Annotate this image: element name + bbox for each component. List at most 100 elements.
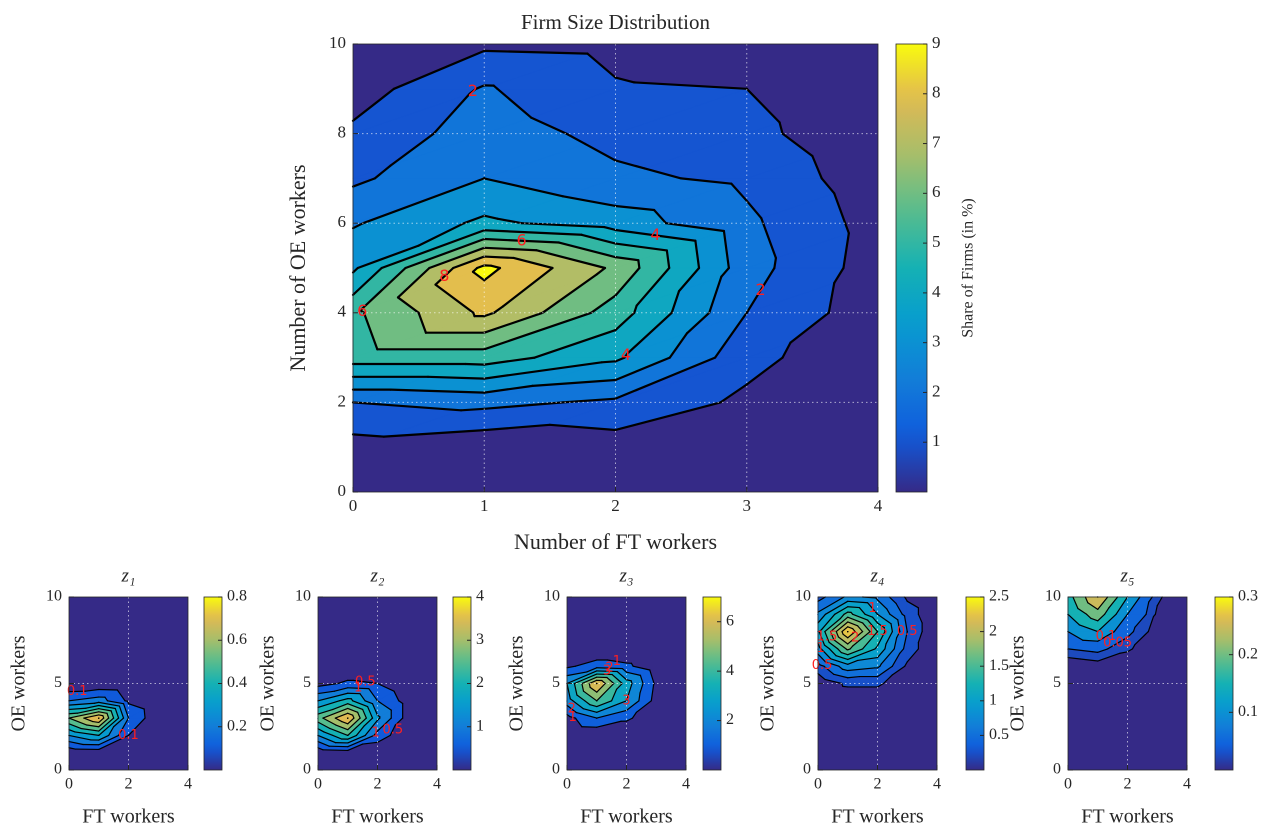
contour-line — [359, 266, 407, 312]
y-tick-label: 10 — [295, 588, 311, 605]
y-tick-label: 5 — [552, 674, 560, 691]
contour-line — [373, 730, 379, 737]
x-tick-label: 1 — [480, 496, 489, 515]
contour-line — [566, 671, 588, 677]
contour-line — [347, 734, 366, 744]
contour-line — [827, 281, 836, 314]
contour-line — [876, 622, 885, 629]
contour-line — [778, 121, 784, 135]
contour-line — [113, 717, 125, 728]
contour-line — [830, 658, 849, 665]
y-tick-label: 10 — [795, 588, 811, 605]
contour-line — [483, 255, 515, 260]
contour-line — [404, 237, 486, 270]
contour-line — [106, 712, 110, 719]
contour-line — [582, 690, 598, 702]
y-tick-label: 10 — [46, 588, 62, 605]
contour-line — [632, 665, 651, 671]
contour-line — [462, 214, 486, 225]
contour-line — [745, 266, 776, 314]
y-tick-label: 5 — [54, 674, 62, 691]
contour-line — [616, 670, 628, 681]
contour-line — [889, 613, 899, 621]
contour-line — [719, 383, 748, 404]
contour-line — [475, 264, 486, 270]
contour-line — [459, 407, 486, 412]
contour-line — [842, 685, 849, 688]
contour-line — [68, 690, 87, 693]
contour-line — [110, 710, 115, 719]
contour-line — [614, 401, 722, 432]
contour-line — [361, 177, 486, 225]
contour-line — [68, 702, 96, 706]
contour-line — [106, 700, 125, 705]
contour-line — [68, 747, 76, 750]
contour-line — [857, 625, 864, 633]
contour-line — [824, 600, 849, 615]
contour-line — [638, 692, 641, 702]
contour-line — [824, 618, 841, 633]
y-tick-label: 10 — [544, 588, 560, 605]
contour-line — [838, 665, 844, 670]
contour-line — [351, 266, 383, 296]
contour-line — [127, 717, 146, 737]
contour-line — [98, 734, 130, 751]
contour-line — [883, 627, 886, 633]
contour-line — [468, 87, 478, 95]
contour-line — [363, 717, 374, 727]
contour-line — [317, 692, 349, 702]
contour-line — [670, 290, 681, 314]
contour-line — [589, 686, 598, 693]
contour-line — [841, 626, 849, 633]
contour-line — [565, 132, 587, 146]
contour-line — [840, 652, 849, 656]
contour-line — [118, 705, 125, 719]
x-tick-label: 0 — [563, 776, 571, 793]
contour-line — [625, 682, 633, 702]
contour-line — [68, 723, 82, 730]
contour-line — [68, 696, 100, 702]
y-tick-label: 0 — [338, 481, 347, 500]
contour-line — [606, 676, 615, 685]
contour-line — [821, 613, 836, 631]
contour-line — [650, 684, 655, 702]
y-axis-label: OE workers — [1007, 635, 1029, 731]
contour-line — [596, 682, 606, 693]
contour-label: 1 — [816, 641, 824, 656]
contour-line — [896, 630, 901, 639]
contour-line — [847, 659, 859, 665]
colorbar — [1214, 596, 1234, 771]
contour-line — [621, 667, 628, 673]
contour-line — [614, 311, 636, 332]
y-tick-label: 0 — [303, 761, 311, 778]
contour-line — [633, 304, 638, 314]
colorbar-tick-label: 6 — [932, 182, 941, 201]
contour-line — [317, 747, 324, 751]
y-tick-label: 0 — [803, 761, 811, 778]
contour-label: 1 — [372, 726, 380, 741]
contour-label: 0.5 — [897, 624, 918, 639]
contour-line — [483, 214, 499, 220]
contour-line — [614, 356, 671, 382]
contour-line — [573, 673, 598, 685]
contour-line — [98, 717, 110, 728]
contour-line — [483, 229, 583, 236]
contour-line — [85, 704, 100, 709]
contour-label: 0.5 — [382, 723, 403, 738]
chart-title: z₃ — [619, 565, 634, 586]
contour-line — [317, 728, 325, 733]
contour-line — [376, 682, 395, 692]
contour-line — [98, 704, 116, 710]
contour-line — [1084, 596, 1089, 604]
contour-line — [781, 341, 792, 359]
contour-line — [589, 704, 598, 708]
contour-line — [557, 241, 617, 259]
contour-line — [489, 264, 502, 270]
contour-line — [606, 659, 628, 664]
contour-line — [625, 717, 634, 722]
contour-line — [847, 648, 876, 661]
colorbar-tick-label: 1.5 — [989, 657, 1009, 674]
contour-line — [677, 266, 701, 293]
contour-line — [834, 606, 849, 615]
contour-line — [98, 734, 110, 741]
